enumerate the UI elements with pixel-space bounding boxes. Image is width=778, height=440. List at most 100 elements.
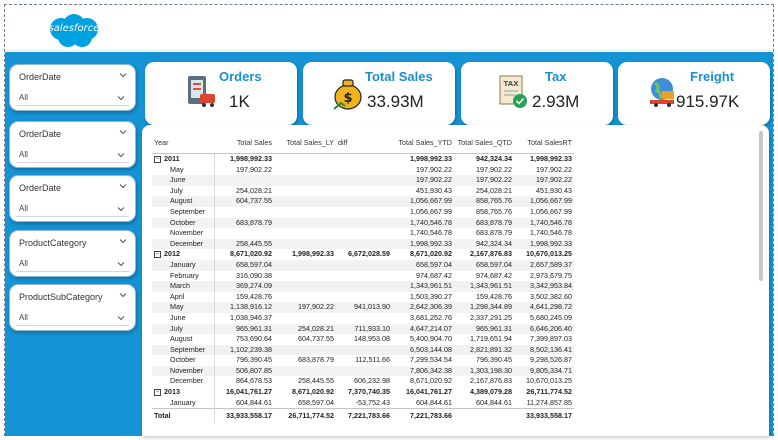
header-total-sales[interactable]: Total Sales — [214, 133, 274, 154]
collapse-icon[interactable]: − — [154, 388, 161, 396]
matrix-cell: 6,503,144.08 — [392, 344, 454, 356]
chevron-down-icon[interactable] — [117, 151, 125, 159]
chevron-down-icon[interactable] — [119, 71, 127, 79]
matrix-cell: 451,930.43 — [416, 185, 452, 195]
slicer-dropdown[interactable]: All — [16, 91, 129, 106]
matrix-cell — [336, 165, 392, 176]
matrix-cell: 1,998,992.33 — [410, 154, 452, 163]
month-label: August — [152, 196, 215, 207]
matrix-cell: 8,671,020.92 — [230, 249, 272, 259]
year-label[interactable]: −2011 — [152, 153, 215, 165]
collapse-icon[interactable]: − — [154, 155, 161, 163]
slicer-orderdate-1[interactable]: OrderDate All — [9, 64, 136, 111]
matrix-cell: 941,013.90 — [336, 302, 392, 313]
total-cell: 7,221,783.66 — [336, 408, 392, 424]
matrix-cell: 258,445.55 — [214, 238, 274, 250]
matrix-cell: 711,933.10 — [336, 323, 392, 335]
matrix-month-row: May 197,902.22 197,902.22 197,902.22 197,902… — [152, 164, 574, 176]
header-total-sales-qtd[interactable]: Total Sales_QTD — [454, 133, 514, 154]
year-text: 2013 — [164, 387, 180, 397]
chevron-down-icon[interactable] — [117, 94, 125, 102]
chevron-down-icon[interactable] — [119, 128, 127, 136]
header-total-sales-ly[interactable]: Total Sales_LY — [274, 133, 336, 154]
kpi-label: Total Sales — [365, 69, 433, 84]
matrix-cell: 864,678.53 — [236, 376, 272, 386]
money-bag-icon: $ — [333, 79, 362, 110]
matrix-cell: 9,805,334.71 — [514, 365, 574, 377]
header-year[interactable]: Year — [152, 133, 214, 154]
matrix-cell: 1,056,667.99 — [410, 206, 452, 216]
matrix-cell: 974,687.42 — [476, 270, 512, 280]
month-label: October — [152, 355, 215, 366]
matrix-year-row: −2013 16,041,761.27 8,671,020.92 7,370,740.… — [152, 387, 574, 398]
chevron-down-icon[interactable] — [119, 182, 127, 190]
total-label: Total — [152, 408, 215, 424]
matrix-cell: 683,878.79 — [214, 217, 274, 229]
matrix-cell — [274, 217, 336, 229]
matrix-cell: 2,167,876.83 — [470, 376, 512, 386]
chevron-down-icon[interactable] — [119, 237, 127, 245]
matrix-cell — [274, 344, 336, 356]
kpi-value: 1K — [229, 92, 250, 111]
matrix-cell: 148,953.08 — [354, 334, 390, 344]
matrix-cell: 254,028.21 — [476, 185, 512, 195]
matrix-month-row: July 254,028.21 451,930.43 254,028.21 451,93… — [152, 185, 574, 197]
month-label: July — [152, 185, 215, 197]
slicer-orderdate-3[interactable]: OrderDate All — [9, 175, 136, 222]
chevron-down-icon[interactable] — [119, 291, 127, 299]
sales-matrix[interactable]: Year Total Sales Total Sales_LY diff Tot… — [142, 125, 769, 436]
month-label: June — [152, 175, 215, 186]
slicer-productsubcategory[interactable]: ProductSubCategory All — [9, 284, 136, 331]
total-cell: 26,711,774.52 — [274, 408, 336, 424]
month-label: June — [152, 312, 215, 324]
matrix-cell: 316,090.38 — [236, 270, 272, 280]
slicer-productcategory[interactable]: ProductCategory All — [9, 230, 136, 277]
matrix-cell: 2,642,306.39 — [392, 302, 454, 313]
freight-globe-icon — [650, 78, 674, 107]
matrix-cell: 3,502,382.60 — [530, 291, 572, 301]
matrix-cell: 1,343,961.51 — [454, 281, 514, 292]
year-label[interactable]: −2012 — [152, 249, 215, 260]
header-total-sales-ytd[interactable]: Total Sales_YTD — [392, 133, 454, 154]
chevron-down-icon[interactable] — [117, 260, 125, 268]
month-label: April — [152, 291, 215, 303]
matrix-cell: 3,342,953.84 — [514, 281, 574, 292]
matrix-cell — [274, 175, 336, 186]
matrix-month-row: January 658,597.04 658,597.04 658,597.04 2,6… — [152, 259, 574, 271]
collapse-icon[interactable]: − — [154, 250, 161, 258]
matrix-cell: 1,998,992.33 — [514, 238, 574, 250]
matrix-month-row: May 1,138,916.12 197,902.22 941,013.90 2,642… — [152, 302, 574, 313]
kpi-label: Orders — [219, 69, 262, 84]
matrix-cell: 796,390.45 — [476, 355, 512, 365]
slicer-dropdown[interactable]: All — [16, 202, 129, 217]
orders-icon — [188, 76, 215, 107]
header-total-sales-rt[interactable]: Total SalesRT — [514, 133, 574, 154]
kpi-value: 2.93M — [532, 92, 580, 111]
matrix-cell — [274, 154, 336, 165]
matrix-cell: 942,324.34 — [454, 238, 514, 250]
month-label: March — [152, 281, 215, 292]
slicer-dropdown[interactable]: All — [16, 311, 129, 326]
matrix-cell: 10,670,013.25 — [526, 249, 572, 259]
matrix-cell — [214, 228, 274, 239]
matrix-body: −2011 1,998,992.33 1,998,992.33 942,324.34 1… — [152, 153, 574, 424]
chevron-down-icon[interactable] — [117, 205, 125, 213]
slicer-dropdown[interactable]: All — [16, 257, 129, 272]
matrix-year-row: −2012 8,671,020.92 1,998,992.33 6,672,028.5… — [152, 249, 574, 260]
matrix-cell: 4,641,298.72 — [514, 302, 574, 313]
matrix-cell — [274, 313, 336, 324]
month-label: December — [152, 238, 215, 250]
year-label[interactable]: −2013 — [152, 387, 215, 398]
matrix-cell: 1,503,390.27 — [410, 291, 452, 301]
matrix-month-row: February 316,090.38 974,687.42 974,687.42 2,… — [152, 270, 574, 282]
slicer-orderdate-2[interactable]: OrderDate All — [9, 121, 136, 168]
matrix-month-row: September 1,056,667.99 858,765.76 1,056,667… — [152, 206, 574, 218]
chevron-down-icon[interactable] — [117, 314, 125, 322]
matrix-cell: 753,690.64 — [236, 334, 272, 344]
matrix-cell — [214, 175, 274, 186]
matrix-cell — [274, 228, 336, 239]
slicer-dropdown[interactable]: All — [16, 148, 129, 163]
header-diff[interactable]: diff — [336, 133, 392, 154]
vertical-scrollbar[interactable] — [759, 131, 763, 281]
matrix-cell: 16,041,761.27 — [406, 387, 452, 397]
